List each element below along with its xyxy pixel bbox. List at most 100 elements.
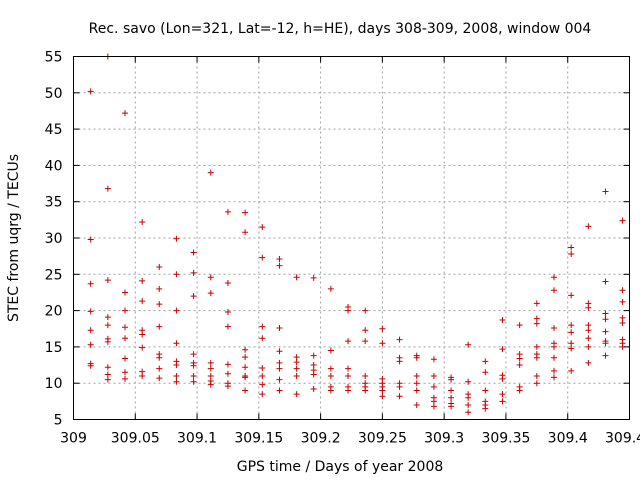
data-point	[465, 378, 472, 385]
y-tick-label: 5	[54, 413, 63, 429]
x-tick-label: 309.15	[234, 431, 283, 447]
data-point	[448, 394, 455, 401]
data-point	[224, 370, 231, 377]
data-point	[465, 394, 472, 401]
data-point	[602, 352, 609, 359]
data-point	[430, 356, 437, 363]
data-point	[413, 387, 420, 394]
data-point	[482, 358, 489, 365]
data-point	[499, 391, 506, 398]
data-point	[345, 338, 352, 345]
data-point	[413, 372, 420, 379]
data-point	[585, 223, 592, 230]
data-point	[516, 362, 523, 369]
data-point	[568, 292, 575, 299]
data-point	[156, 375, 163, 382]
data-point	[139, 219, 146, 226]
data-markers	[87, 53, 626, 416]
data-point	[259, 372, 266, 379]
data-point	[585, 304, 592, 311]
data-point	[362, 307, 369, 314]
data-point	[259, 323, 266, 330]
y-tick-label: 40	[45, 158, 63, 174]
data-point	[482, 405, 489, 412]
data-point	[499, 398, 506, 405]
data-point	[585, 335, 592, 342]
data-point	[156, 264, 163, 271]
data-point	[242, 346, 249, 353]
y-tick-label: 30	[45, 231, 63, 247]
data-point	[87, 341, 94, 348]
data-point	[327, 347, 334, 354]
data-point	[533, 343, 540, 350]
data-point	[190, 249, 197, 256]
data-point	[568, 345, 575, 352]
y-axis-label: STEC from uqrg / TECUs	[6, 154, 22, 322]
data-point	[327, 365, 334, 372]
data-point	[379, 387, 386, 394]
data-point	[224, 208, 231, 215]
data-point	[465, 401, 472, 408]
data-point	[156, 354, 163, 361]
data-point	[619, 287, 626, 294]
data-point	[602, 328, 609, 335]
grid-lines	[73, 56, 630, 420]
data-point	[87, 362, 94, 369]
data-point	[276, 325, 283, 332]
data-point	[396, 393, 403, 400]
chart-title: Rec. savo (Lon=321, Lat=-12, h=HE), days…	[89, 21, 592, 37]
data-point	[516, 387, 523, 394]
data-point	[104, 314, 111, 321]
data-point	[602, 316, 609, 323]
data-point	[122, 324, 129, 331]
data-point	[156, 301, 163, 308]
data-point	[533, 300, 540, 307]
data-point	[551, 367, 558, 374]
data-point	[173, 378, 180, 385]
data-point	[224, 323, 231, 330]
data-point	[156, 285, 163, 292]
data-point	[619, 319, 626, 326]
data-point	[568, 322, 575, 329]
data-point	[207, 381, 214, 388]
data-point	[104, 376, 111, 383]
data-point	[173, 271, 180, 278]
data-point	[310, 352, 317, 359]
data-point	[276, 387, 283, 394]
y-tick-label: 35	[45, 195, 63, 211]
data-point	[259, 224, 266, 231]
data-point	[87, 308, 94, 315]
data-point	[293, 365, 300, 372]
data-point	[139, 344, 146, 351]
data-point	[190, 293, 197, 300]
axis-ticks: 309 309.05 309.1 309.15 309.2 309.25 309.3 309.…	[45, 50, 640, 447]
data-point	[379, 393, 386, 400]
data-point	[122, 335, 129, 342]
x-tick-label: 309.45	[605, 431, 640, 447]
data-point	[173, 340, 180, 347]
data-point	[190, 269, 197, 276]
data-point	[139, 372, 146, 379]
data-point	[190, 372, 197, 379]
data-point	[122, 369, 129, 376]
data-point	[396, 336, 403, 343]
data-point	[362, 387, 369, 394]
data-point	[259, 254, 266, 261]
x-tick-label: 309.4	[548, 431, 588, 447]
data-point	[276, 348, 283, 355]
data-point	[293, 354, 300, 361]
data-point	[207, 365, 214, 372]
data-point	[122, 355, 129, 362]
data-point	[551, 354, 558, 361]
data-point	[619, 298, 626, 305]
data-point	[242, 229, 249, 236]
data-point	[310, 274, 317, 281]
data-point	[430, 383, 437, 390]
data-point	[224, 383, 231, 390]
data-point	[293, 274, 300, 281]
data-point	[276, 262, 283, 269]
data-point	[156, 323, 163, 330]
data-point	[310, 371, 317, 378]
data-point	[293, 359, 300, 366]
data-point	[585, 359, 592, 366]
